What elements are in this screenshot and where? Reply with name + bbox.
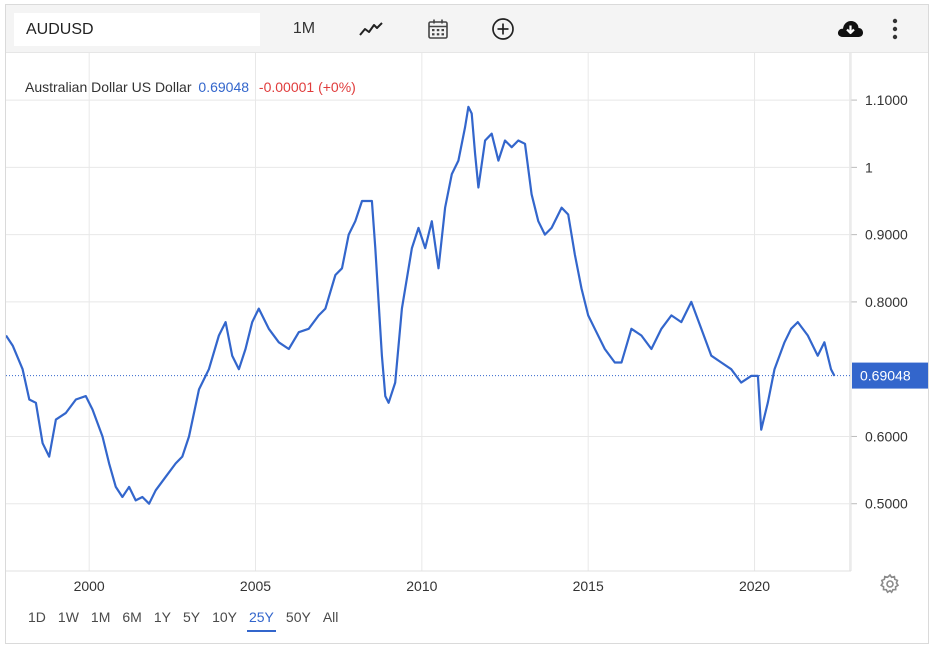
line-chart-icon	[359, 22, 383, 36]
y-tick-label: 0.6000	[865, 428, 908, 444]
x-tick-label: 2015	[573, 578, 604, 594]
legend-change: -0.00001 (+0%)	[258, 79, 356, 95]
range-button-all[interactable]: All	[322, 609, 339, 625]
last-value-badge	[852, 362, 928, 389]
y-tick-label: 0.9000	[865, 227, 908, 243]
range-button-1d[interactable]: 1D	[28, 609, 46, 625]
range-button-10y[interactable]: 10Y	[212, 609, 237, 625]
legend: Australian Dollar US Dollar 0.69048 -0.0…	[25, 79, 356, 95]
range-button-5y[interactable]: 5Y	[182, 609, 201, 625]
symbol-input[interactable]	[14, 13, 260, 46]
range-button-50y[interactable]: 50Y	[285, 609, 311, 625]
download-button[interactable]	[835, 14, 865, 44]
interval-button[interactable]: 1M	[284, 14, 324, 44]
x-tick-label: 2005	[240, 578, 271, 594]
y-tick-label: 1.1000	[865, 92, 908, 108]
range-button-6m[interactable]: 6M	[122, 609, 142, 625]
range-button-1w[interactable]: 1W	[57, 609, 79, 625]
legend-series-name: Australian Dollar US Dollar	[25, 79, 192, 95]
gear-icon	[880, 573, 900, 594]
y-tick-label: 0.8000	[865, 294, 908, 310]
range-selector: 1D 1W 1M 6M 1Y 5Y 10Y 25Y 50Y All	[22, 603, 344, 632]
y-tick-label: 1	[865, 159, 873, 175]
chart-type-button[interactable]	[356, 14, 386, 44]
calendar-button[interactable]	[423, 14, 453, 44]
range-button-1y[interactable]: 1Y	[153, 609, 171, 625]
price-series-line	[6, 105, 836, 505]
interval-label: 1M	[292, 20, 316, 37]
y-tick-label: 0.5000	[865, 496, 908, 512]
x-tick-label: 2000	[74, 578, 105, 594]
x-tick-label: 2020	[739, 578, 770, 594]
price-chart[interactable]: 2000 2005 2010 2015 2020 1.1000 1 0.9000 0.8000 0…	[6, 53, 928, 599]
legend-price: 0.69048	[198, 79, 250, 95]
toolbar: 1M	[6, 5, 928, 53]
last-value-label: 0.69048	[860, 368, 911, 384]
range-button-1m[interactable]: 1M	[90, 609, 111, 625]
settings-button[interactable]	[879, 573, 901, 595]
more-button[interactable]	[883, 14, 907, 44]
plus-circle-icon	[492, 18, 514, 40]
cloud-download-icon	[837, 21, 863, 37]
range-button-25y[interactable]: 25Y	[243, 604, 280, 632]
chart-widget: 1M	[5, 4, 929, 644]
x-tick-label: 2010	[406, 578, 437, 594]
calendar-icon	[428, 19, 448, 39]
more-vertical-icon	[892, 18, 898, 40]
compare-button[interactable]	[488, 14, 518, 44]
